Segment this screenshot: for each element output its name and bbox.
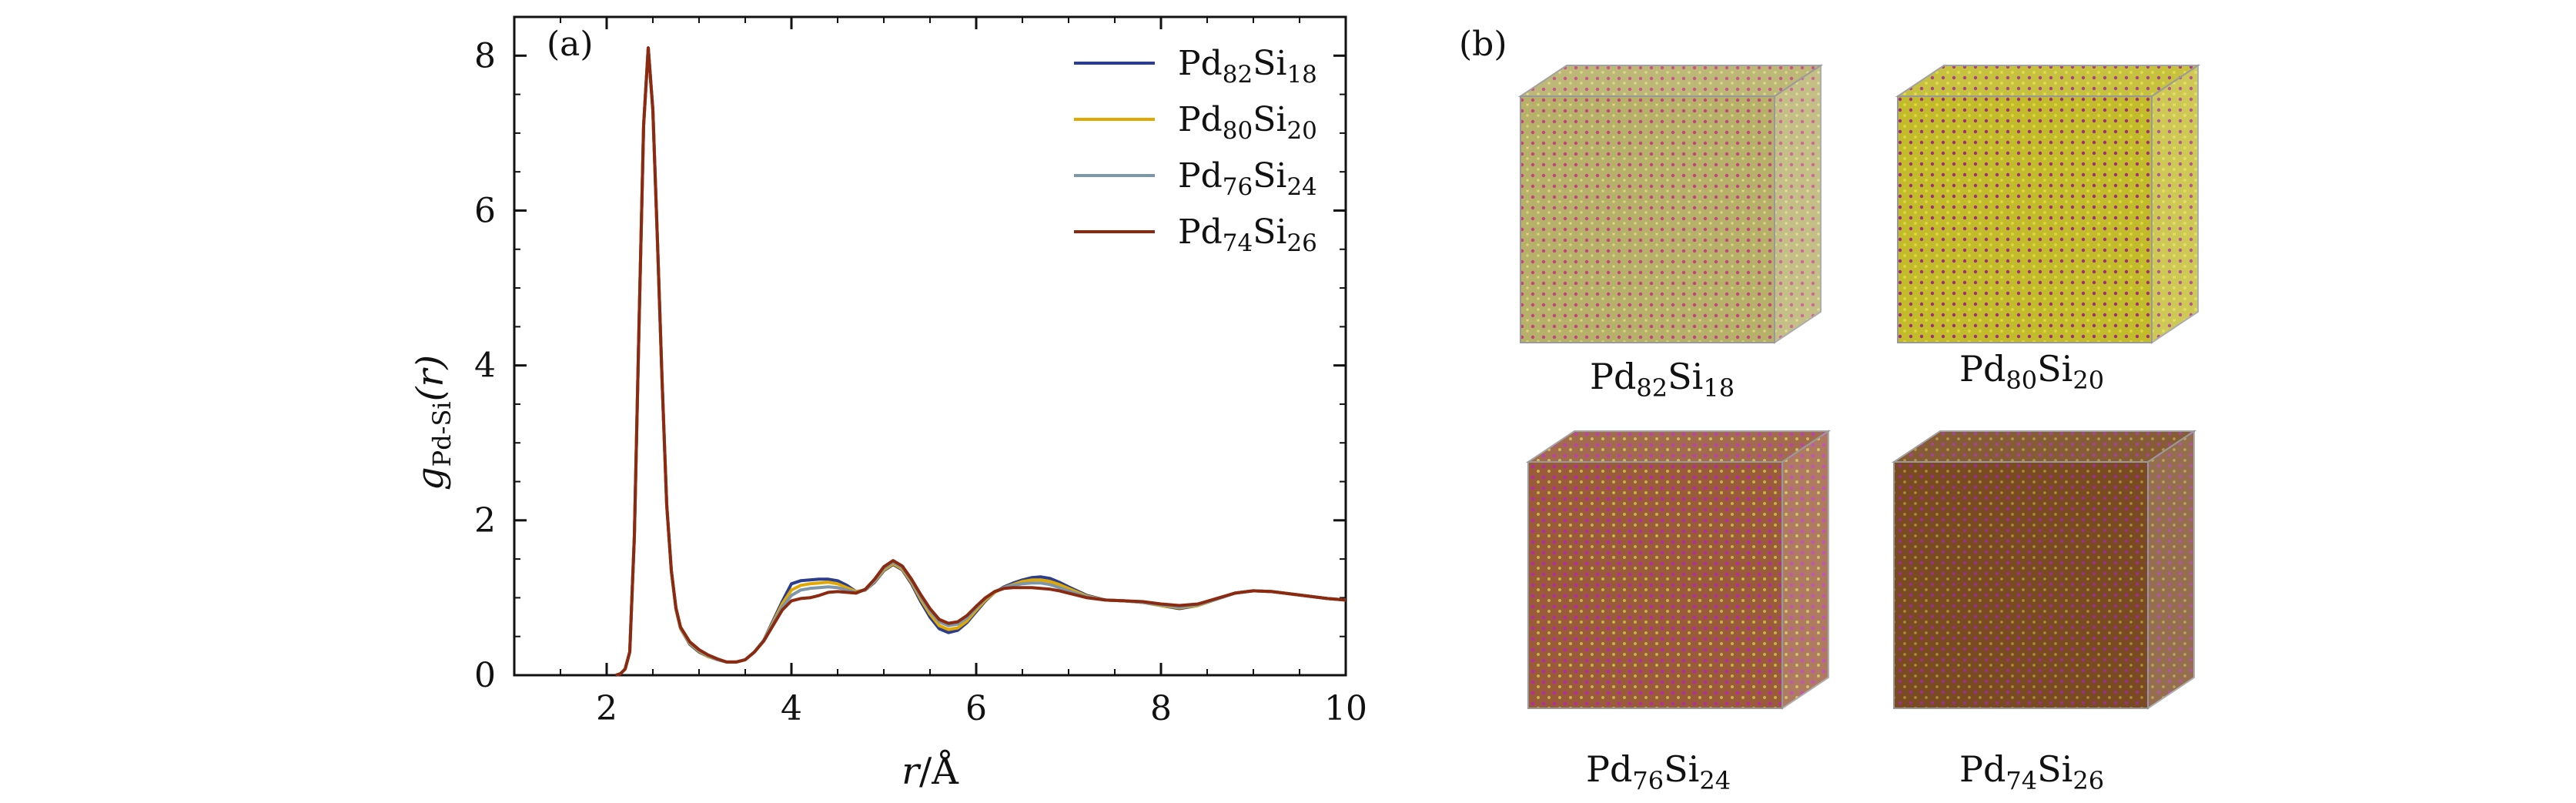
cube-top-face (1517, 65, 1824, 97)
cube-side-face (1781, 430, 1829, 710)
x-tick-label: 10 (1324, 689, 1367, 728)
cube-side-face (2151, 64, 2199, 344)
cube-caption: Pd80Si20 (1959, 348, 2104, 395)
legend-label: Pd82Si18 (1178, 44, 1317, 89)
y-axis-title: gPd-Si(r) (409, 355, 457, 490)
cube-caption: Pd74Si26 (1959, 748, 2104, 795)
cube-caption: Pd82Si18 (1590, 356, 1735, 403)
cube-front-face (1527, 461, 1783, 709)
x-tick-label: 4 (781, 689, 802, 728)
cube-top-face (1525, 430, 1832, 463)
panel-b-label: (b) (1459, 25, 1507, 64)
cube-front-face (1893, 461, 2149, 709)
y-tick-label: 0 (474, 656, 496, 695)
svg-text:r/Å: r/Å (902, 749, 959, 793)
legend-label: Pd80Si20 (1178, 100, 1317, 145)
cube-side-face (1774, 64, 1822, 344)
legend: Pd82Si18 Pd80Si20 Pd76Si24 Pd74Si26 (1074, 44, 1317, 257)
cube-pd80si20: Pd80Si20 (1895, 64, 2201, 395)
y-tick-label: 6 (474, 191, 496, 230)
cube-pd76si24: Pd76Si24 (1525, 430, 1832, 795)
x-tick-label: 8 (1150, 689, 1172, 728)
x-axis-title: r/Å (902, 749, 959, 793)
cube-pd74si26: Pd74Si26 (1891, 430, 2197, 795)
legend-entry: Pd80Si20 (1074, 100, 1317, 145)
cube-caption: Pd76Si24 (1586, 748, 1731, 795)
cube-pd82si18: Pd82Si18 (1517, 64, 1824, 403)
svg-text:gPd-Si(r): gPd-Si(r) (409, 355, 457, 490)
series-line-pd74si26 (615, 46, 1347, 677)
gr-plot: (a) 2 4 6 8 10 0 2 4 6 8 Pd82Si18 Pd80Si20 Pd76Si24… (474, 15, 1367, 728)
legend-label: Pd74Si26 (1178, 212, 1317, 257)
x-tick-label: 6 (965, 689, 987, 728)
y-tick-label: 2 (474, 501, 496, 540)
y-tick-label: 4 (474, 346, 496, 386)
series-lines (615, 46, 1347, 677)
legend-label: Pd76Si24 (1178, 156, 1317, 201)
legend-entry: Pd76Si24 (1074, 156, 1317, 201)
legend-entry: Pd82Si18 (1074, 44, 1317, 89)
legend-entry: Pd74Si26 (1074, 212, 1317, 257)
axis-ticks: 2 4 6 8 10 0 2 4 6 8 (474, 17, 1367, 728)
cube-front-face (1520, 95, 1775, 343)
x-tick-label: 2 (596, 689, 617, 728)
panel-a-label: (a) (547, 25, 594, 64)
atom-cubes: Pd82Si18 Pd80Si20 Pd76Si24 Pd74Si26 (1517, 64, 2201, 795)
y-tick-label: 8 (474, 36, 496, 75)
cube-top-face (1895, 65, 2201, 97)
cube-side-face (2147, 430, 2195, 710)
cube-top-face (1891, 430, 2197, 463)
cube-front-face (1897, 95, 2153, 343)
